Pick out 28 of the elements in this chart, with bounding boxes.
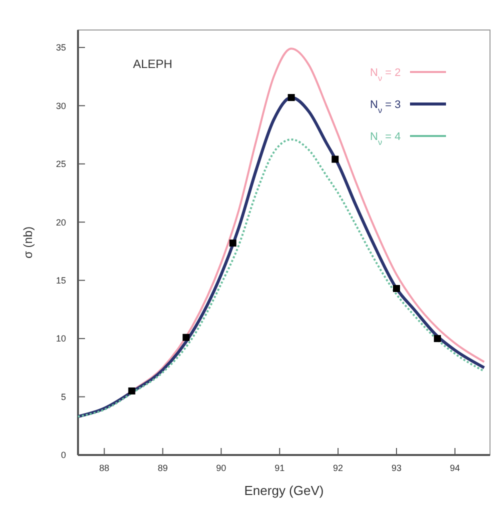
x-tick-label: 88 [99,463,110,473]
x-tick-label: 93 [391,463,402,473]
x-tick-label: 89 [158,463,168,473]
point [288,94,295,102]
legend-label: N$_{ν}$ = 2 [370,66,401,82]
x-tick-label: 94 [450,463,460,473]
y-tick-label: 10 [56,334,66,344]
point [229,240,236,247]
legend-label: N$_{ν}$ = 3 [370,98,401,114]
point [434,335,441,342]
x-tick-label: 90 [216,463,226,473]
annotation: ALEPH [133,57,172,71]
point [332,156,339,163]
y-tick-label: 25 [56,159,66,170]
y-axis-title: σ (nb) [21,226,35,259]
y-tick-label: 20 [56,217,66,228]
x-tick-label: 92 [333,463,344,473]
legend-label: N$_{ν}$ = 4 [370,130,401,146]
y-tick-label: 0 [60,450,66,460]
y-tick-label: 35 [56,42,66,53]
x-tick-label: 91 [274,463,285,473]
y-tick-label: 5 [60,392,66,402]
y-tick-label: 30 [56,100,66,111]
point [182,334,190,341]
x-axis-title: Energy (GeV) [244,483,324,498]
point [128,387,136,394]
y-tick-label: 15 [56,275,66,286]
point [392,284,400,292]
